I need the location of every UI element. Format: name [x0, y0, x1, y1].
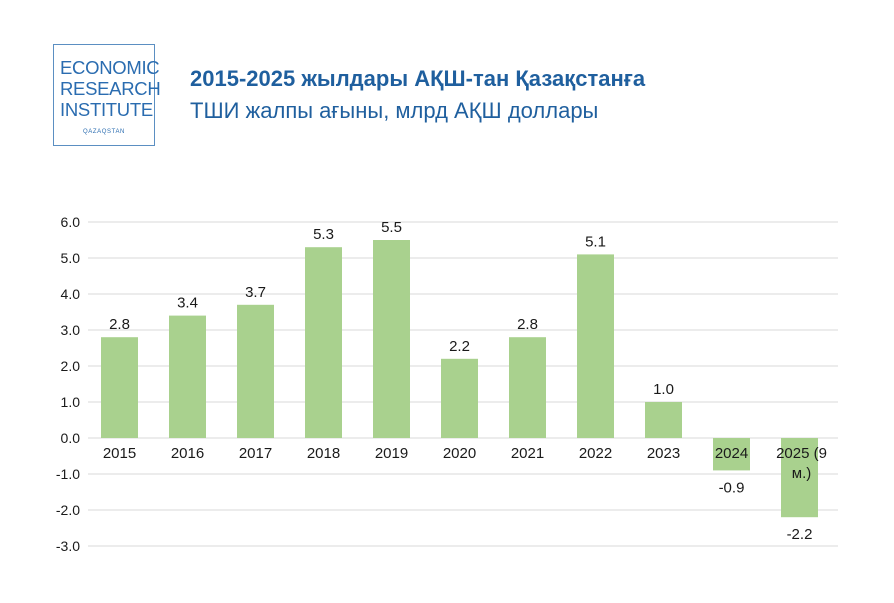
- x-tick-label: 2024: [715, 445, 748, 462]
- y-tick-label: 5.0: [61, 250, 81, 266]
- data-label: 1.0: [653, 381, 674, 398]
- logo-line-3: INSTITUTE: [60, 99, 153, 120]
- data-label: -0.9: [719, 479, 745, 496]
- data-label: 5.5: [381, 219, 402, 236]
- x-tick-label: 2021: [511, 445, 544, 462]
- bar: [237, 304, 274, 438]
- x-tick-label: 2019: [375, 445, 408, 462]
- bar: [645, 402, 682, 438]
- logo-line-2: RESEARCH: [60, 78, 161, 99]
- x-tick-label: 2017: [239, 445, 272, 462]
- bar: [781, 438, 818, 518]
- institute-logo: ECONOMIC RESEARCH INSTITUTE QAZAQSTAN: [53, 44, 161, 146]
- x-tick-label: 2018: [307, 445, 340, 462]
- x-tick-label: 2022: [579, 445, 612, 462]
- bar: [305, 247, 342, 438]
- x-tick-label: 2023: [647, 445, 680, 462]
- data-label: 3.4: [177, 295, 198, 312]
- data-label: 3.7: [245, 284, 266, 301]
- y-tick-label: 0.0: [61, 430, 81, 446]
- chart-title: 2015-2025 жылдары АҚШ-тан Қазақстанға: [190, 66, 646, 91]
- bar: [509, 337, 546, 438]
- bar: [373, 240, 410, 438]
- data-label: 2.2: [449, 338, 470, 355]
- chart-subtitle: ТШИ жалпы ағыны, млрд АҚШ доллары: [190, 98, 599, 123]
- bar: [101, 337, 138, 438]
- bar: [169, 315, 206, 438]
- y-tick-label: -2.0: [56, 502, 80, 518]
- x-tick-label: 2020: [443, 445, 476, 462]
- y-tick-label: 1.0: [61, 394, 81, 410]
- y-tick-label: -3.0: [56, 538, 80, 554]
- y-tick-label: 4.0: [61, 286, 81, 302]
- bar: [441, 358, 478, 438]
- x-tick-label: м.): [792, 465, 811, 482]
- data-label: 5.3: [313, 226, 334, 243]
- data-label: 2.8: [109, 316, 130, 333]
- y-tick-label: 6.0: [61, 214, 81, 230]
- x-tick-label: 2015: [103, 445, 136, 462]
- y-tick-label: -1.0: [56, 466, 80, 482]
- logo-subtitle: QAZAQSTAN: [83, 129, 125, 135]
- logo-line-1: ECONOMIC: [60, 57, 160, 78]
- y-tick-label: 3.0: [61, 322, 81, 338]
- data-label: -2.2: [787, 526, 813, 543]
- x-tick-label: 2025 (9: [776, 445, 827, 462]
- y-tick-label: 2.0: [61, 358, 81, 374]
- bar: [577, 254, 614, 438]
- bar: [713, 438, 750, 471]
- x-tick-label: 2016: [171, 445, 204, 462]
- data-label: 5.1: [585, 233, 606, 250]
- data-label: 2.8: [517, 316, 538, 333]
